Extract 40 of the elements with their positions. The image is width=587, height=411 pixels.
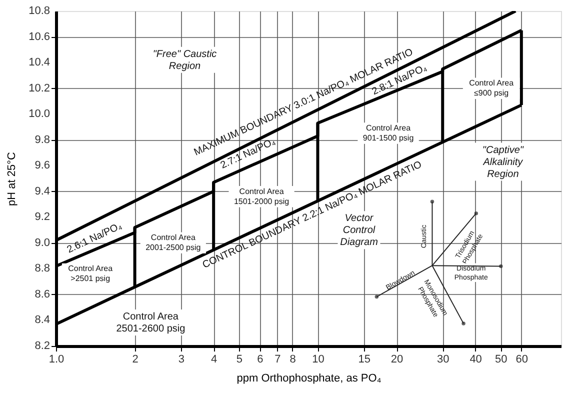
y-tick-label: 9.0: [34, 236, 50, 249]
y-tick-label: 9.2: [34, 211, 50, 224]
y-tick-label: 9.6: [34, 160, 50, 172]
annotation: Control Area 2001-2500 psig: [146, 233, 201, 252]
x-tick-label: 1.0: [48, 354, 64, 366]
x-tick-label: 40: [470, 354, 482, 366]
y-tick-label: 10.8: [28, 5, 50, 17]
x-tick-label: 4: [211, 354, 218, 366]
x-tick-label: 20: [390, 354, 404, 366]
x-tick-label: 3: [178, 354, 184, 366]
x-tick-label: 30: [436, 354, 450, 366]
y-tick-label: 9.4: [34, 185, 50, 198]
x-tick-label: 50: [495, 354, 508, 366]
annotation: Control Area 2501-2600 psig: [116, 312, 186, 335]
annotation: Control Area 1501-2000 psig: [234, 186, 290, 206]
x-tick-label: 6: [257, 354, 264, 366]
annotation: "Free" Caustic Region: [152, 48, 217, 72]
annotation: Control Area ≤900 psig: [469, 78, 514, 98]
y-tick-label: 10.0: [28, 108, 50, 120]
x-axis-title: ppm Orthophosphate, as PO₄: [236, 372, 382, 384]
x-tick-label: 5: [236, 354, 243, 366]
y-tick-label: 10.2: [28, 82, 50, 94]
annotation: Control Area >2501 psig: [68, 264, 114, 284]
x-tick-label: 10: [312, 354, 324, 366]
y-tick-label: 8.2: [34, 340, 50, 352]
annotation: Vector Control Diagram: [340, 213, 378, 248]
annotation: "Captive" Alkalinity Region: [482, 144, 524, 180]
x-tick-label: 15: [358, 354, 370, 366]
y-tick-label: 10.6: [28, 30, 50, 43]
y-tick-label: 8.8: [34, 262, 50, 275]
x-tick-label: 7: [274, 354, 281, 366]
x-tick-label: 8: [290, 354, 296, 366]
y-tick-label: 9.8: [34, 134, 50, 146]
y-axis-title: pH at 25°C: [6, 152, 18, 206]
y-tick-label: 8.6: [34, 288, 50, 300]
y-tick-label: 10.4: [28, 56, 50, 69]
x-tick-label: 2: [132, 354, 138, 366]
y-tick-label: 8.4: [34, 314, 50, 326]
x-tick-label: 60: [516, 354, 528, 366]
annotation: Control Area 901-1500 psig: [362, 123, 414, 142]
